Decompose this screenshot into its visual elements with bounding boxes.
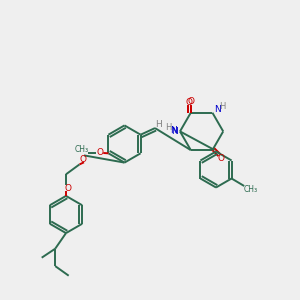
Text: O: O — [187, 97, 194, 106]
Text: N: N — [170, 126, 177, 135]
Text: CH₃: CH₃ — [74, 145, 88, 154]
Text: N: N — [171, 127, 177, 136]
Text: H: H — [219, 102, 226, 111]
Text: O: O — [65, 184, 72, 193]
Text: N: N — [214, 105, 221, 114]
Text: O: O — [97, 148, 104, 157]
Text: H: H — [165, 123, 172, 132]
Text: CH₃: CH₃ — [244, 184, 258, 194]
Text: O: O — [185, 98, 193, 107]
Text: H: H — [155, 120, 162, 129]
Text: O: O — [79, 155, 86, 164]
Text: O: O — [218, 154, 225, 163]
